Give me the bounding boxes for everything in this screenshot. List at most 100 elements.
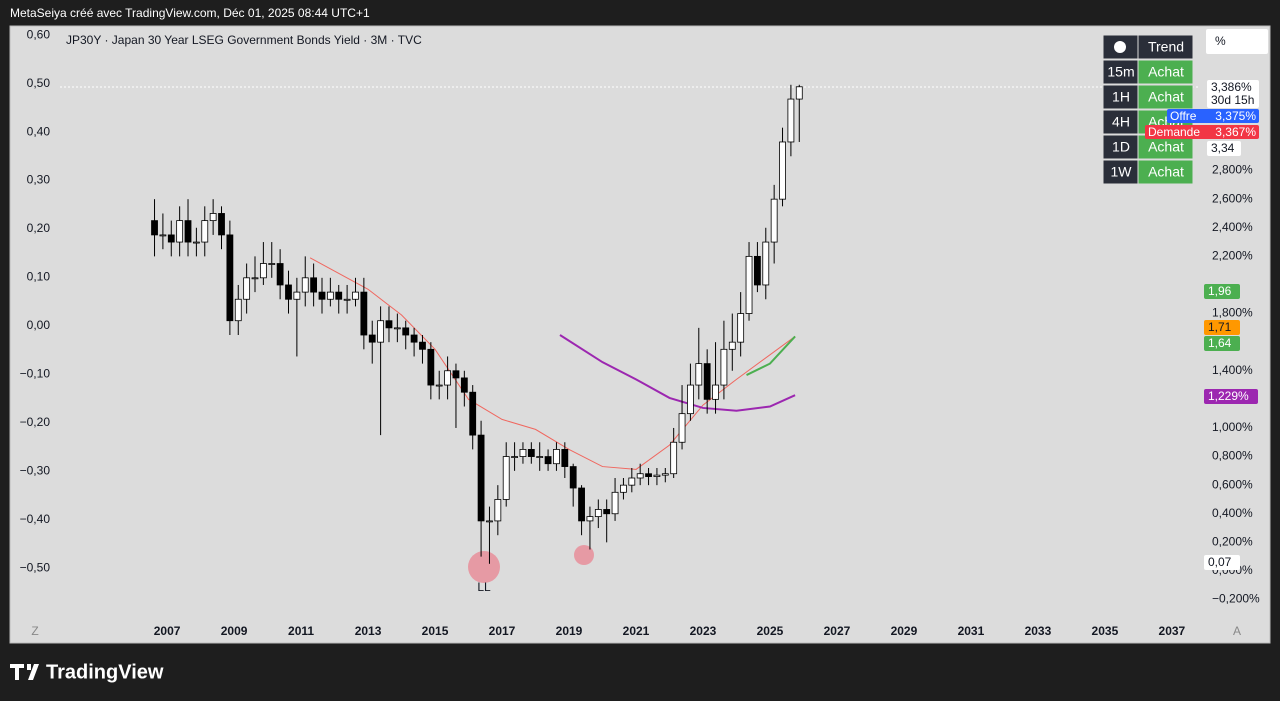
price-label xyxy=(1204,284,1240,299)
candle-body xyxy=(285,284,292,300)
signal: Achat xyxy=(1148,139,1184,155)
candle-body xyxy=(745,255,753,314)
candle-body xyxy=(259,263,267,279)
candle-body xyxy=(402,327,410,336)
candle-body xyxy=(218,213,225,236)
price-label-text: 0,07 xyxy=(1208,555,1232,569)
price-label-text: 3,386% xyxy=(1211,80,1252,94)
price-label xyxy=(1204,555,1240,570)
y-tick-label: 1,000% xyxy=(1212,420,1253,434)
candle-body xyxy=(636,473,644,479)
chart-panel xyxy=(9,25,1271,644)
table-cell xyxy=(1137,34,1194,60)
candle-body xyxy=(561,449,569,467)
signal: Achat xyxy=(1148,89,1184,105)
candle-body xyxy=(410,334,418,343)
x-tick-label: 2027 xyxy=(824,624,851,638)
percent-label: % xyxy=(1215,34,1226,48)
indicator-line xyxy=(559,334,796,412)
candle-body xyxy=(770,198,778,243)
candle-body xyxy=(435,384,443,387)
table-cell xyxy=(1137,59,1194,85)
timeframe: 1W xyxy=(1111,164,1133,180)
x-tick-label: 2015 xyxy=(422,624,449,638)
candle-body xyxy=(569,466,577,489)
candle-body xyxy=(427,348,435,386)
candle-body xyxy=(385,320,393,329)
candle-body xyxy=(469,391,477,436)
candle-body xyxy=(460,377,468,393)
candle-body xyxy=(511,456,518,458)
candle-body xyxy=(670,441,678,475)
candle-body xyxy=(536,456,544,458)
indicator-line xyxy=(746,335,796,376)
y-tick-label: 0,600% xyxy=(1212,477,1253,491)
price-label xyxy=(1145,125,1259,139)
signal: Achat xyxy=(1148,164,1184,180)
timeframe: 15m xyxy=(1107,64,1134,80)
brand-logo xyxy=(10,664,39,680)
candle-body xyxy=(754,255,761,286)
candle-body xyxy=(494,499,502,522)
y-tick-label-left: 0,00 xyxy=(27,318,51,332)
candle-body xyxy=(201,220,209,243)
price-label xyxy=(1204,320,1240,335)
candle-body xyxy=(393,327,401,330)
brand: TradingView xyxy=(46,661,164,683)
candle-body xyxy=(678,413,686,443)
y-tick-label-left: −0,50 xyxy=(20,560,51,574)
candle-body xyxy=(192,241,200,244)
x-tick-label: 2029 xyxy=(891,624,918,638)
price-label-text: 1,71 xyxy=(1208,320,1232,334)
scale-button[interactable]: A xyxy=(1233,624,1241,638)
table-cell xyxy=(1102,84,1139,110)
candle-body xyxy=(653,474,661,477)
price-label xyxy=(1167,109,1259,123)
timeframe: 4H xyxy=(1112,114,1130,130)
scale-button[interactable]: Z xyxy=(31,624,38,638)
y-tick-label: 1,400% xyxy=(1212,363,1253,377)
price-label xyxy=(1207,141,1241,156)
candle-body xyxy=(728,341,736,350)
candle-body xyxy=(603,509,611,515)
x-tick-label: 2021 xyxy=(623,624,650,638)
y-tick-label: 0,200% xyxy=(1212,535,1253,549)
y-tick-label: −0,200% xyxy=(1212,592,1260,606)
indicator-line xyxy=(309,257,796,470)
x-tick-label: 2023 xyxy=(690,624,717,638)
candle-body xyxy=(167,234,175,243)
y-tick-label: 2,800% xyxy=(1212,163,1253,177)
y-tick-label: 2,200% xyxy=(1212,249,1253,263)
y-tick-label-left: 0,60 xyxy=(27,27,51,41)
candle-body xyxy=(452,370,460,379)
x-tick-label: 2019 xyxy=(556,624,583,638)
candle-body xyxy=(176,220,184,243)
candle-body xyxy=(151,220,158,236)
candle-body xyxy=(787,98,795,143)
percent-box[interactable] xyxy=(1206,29,1268,54)
price-label-text: 1,96 xyxy=(1208,284,1232,298)
candle-body xyxy=(527,449,535,457)
candle-body xyxy=(611,491,619,515)
candle-body xyxy=(335,291,343,300)
price-label xyxy=(1204,389,1258,404)
candle-body xyxy=(519,449,527,457)
candle-body xyxy=(737,313,745,343)
table-header: Trend xyxy=(1148,39,1184,55)
candle-body xyxy=(326,291,334,300)
y-tick-label-left: 0,10 xyxy=(27,270,51,284)
price-label-name: Offre xyxy=(1170,109,1197,123)
candle-body xyxy=(234,298,242,322)
candle-body xyxy=(779,141,786,200)
candle-body xyxy=(703,363,711,400)
table-cell xyxy=(1137,84,1194,110)
candle-body xyxy=(276,263,284,286)
candle-body xyxy=(419,341,426,350)
timeframe: 1H xyxy=(1112,89,1130,105)
candle-body xyxy=(553,449,560,465)
price-label-text: 1,229% xyxy=(1208,389,1249,403)
candle-body xyxy=(301,277,309,293)
y-tick-label-left: 0,50 xyxy=(27,76,51,90)
y-tick-label-left: −0,20 xyxy=(20,415,51,429)
